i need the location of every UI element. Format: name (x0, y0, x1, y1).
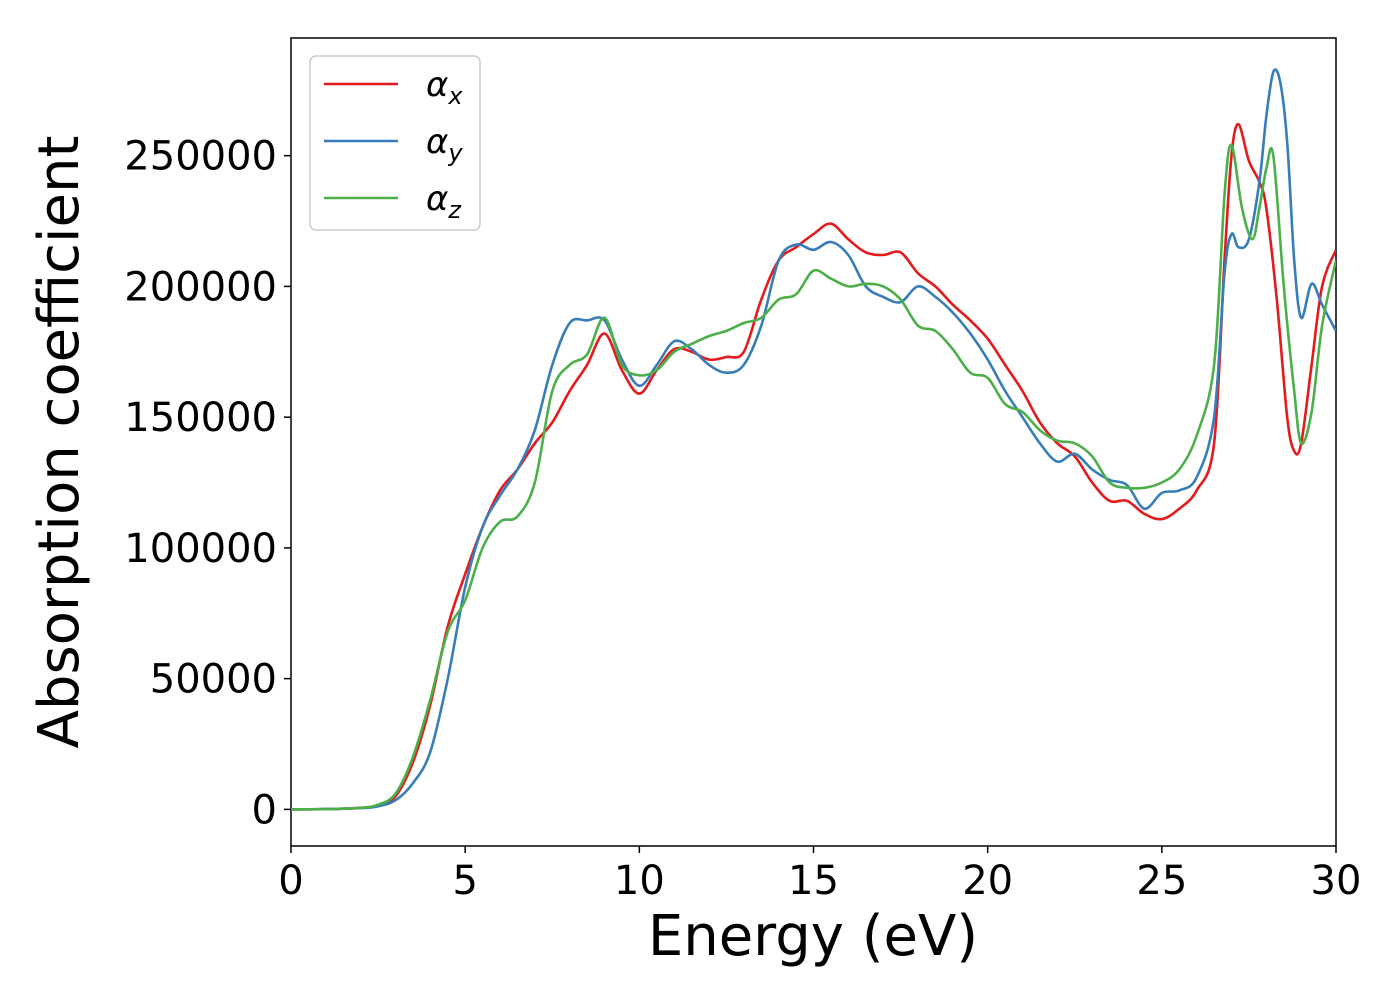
y-tick-label: 50000 (150, 657, 277, 703)
series-line-alpha-z (291, 143, 1336, 811)
y-tick-label: 100000 (124, 526, 277, 572)
x-tick-label: 0 (278, 858, 303, 904)
y-axis-title: Absorption coefficient (27, 136, 92, 749)
x-tick-label: 20 (962, 858, 1013, 904)
legend-symbol: α (426, 65, 448, 105)
y-tick-label: 0 (252, 787, 277, 833)
legend-subscript: z (447, 196, 462, 224)
x-axis: 0 5 10 15 20 25 30 (278, 846, 1361, 904)
series-layer (291, 68, 1336, 811)
x-tick-label: 25 (1136, 858, 1187, 904)
legend-label-x: αx (426, 65, 463, 110)
y-tick-label: 150000 (124, 395, 277, 441)
legend-box (309, 55, 481, 231)
legend-symbol: α (426, 179, 448, 219)
legend-label-y: αy (426, 122, 463, 167)
legend-subscript: x (447, 82, 463, 110)
x-tick-label: 5 (452, 858, 477, 904)
legend-subscript: y (447, 139, 463, 167)
x-axis-title: Energy (eV) (648, 904, 978, 969)
legend-symbol: α (426, 122, 448, 162)
x-tick-label: 30 (1311, 858, 1362, 904)
x-tick-label: 15 (788, 858, 839, 904)
y-axis: 0 50000 100000 150000 200000 250000 (124, 134, 291, 833)
y-tick-label: 250000 (124, 134, 277, 180)
legend-label-z: αz (426, 179, 462, 224)
series-line-alpha-y (291, 68, 1336, 811)
x-tick-label: 10 (614, 858, 665, 904)
y-tick-label: 200000 (124, 264, 277, 310)
